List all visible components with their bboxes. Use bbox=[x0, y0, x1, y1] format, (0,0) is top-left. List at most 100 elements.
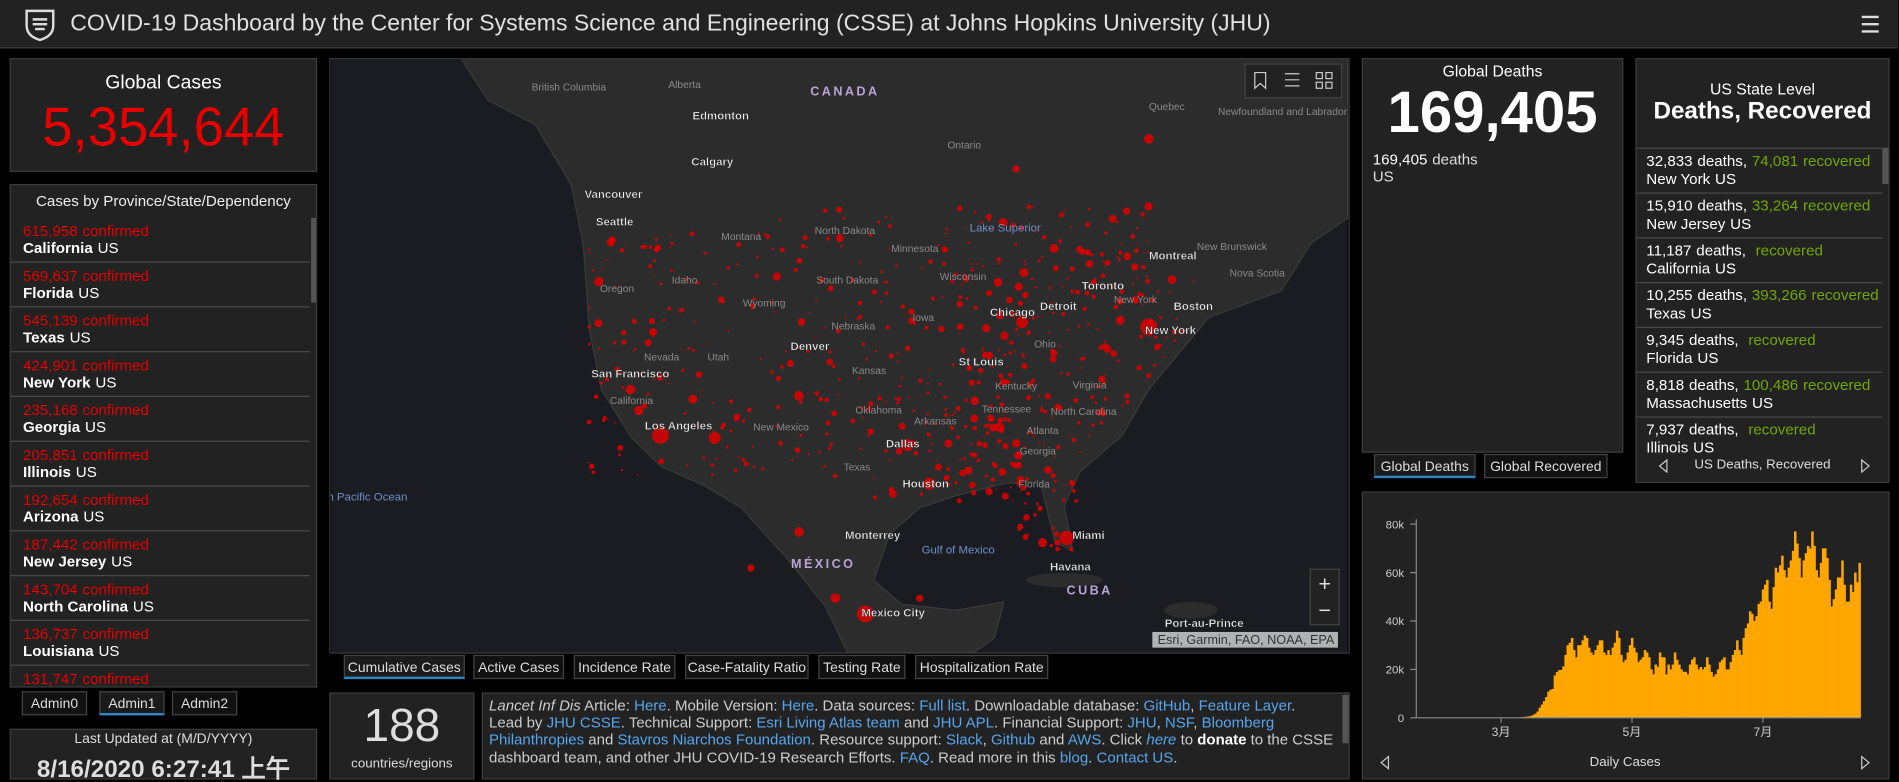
state-row[interactable]: 11,187 deaths, recovered California US bbox=[1636, 238, 1883, 284]
info-link[interactable]: JHU CSSE bbox=[546, 714, 621, 732]
map-dot bbox=[900, 376, 903, 380]
deaths-tab[interactable]: Global Deaths bbox=[1373, 453, 1476, 479]
map-dot bbox=[837, 378, 841, 381]
map-dot bbox=[973, 305, 978, 310]
admin-tab[interactable]: Admin0 bbox=[21, 691, 88, 716]
map-dot bbox=[1052, 488, 1056, 492]
map-label: Wyoming bbox=[743, 298, 786, 309]
map-dot bbox=[1098, 345, 1104, 350]
map-tab[interactable]: Testing Rate bbox=[818, 654, 906, 680]
state-row[interactable]: 10,255 deaths, 393,266 recovered Texas US bbox=[1636, 283, 1883, 329]
info-link[interactable]: FAQ bbox=[899, 748, 930, 766]
bar bbox=[1557, 670, 1561, 718]
province-row[interactable]: 136,737 confirmed Louisiana US bbox=[10, 621, 310, 666]
state-row[interactable]: 9,345 deaths, recovered Florida US bbox=[1636, 328, 1883, 373]
province-row[interactable]: 192,654 confirmed Arizona US bbox=[10, 487, 310, 532]
map-tab[interactable]: Cumulative Cases bbox=[343, 654, 465, 680]
province-row[interactable]: 187,442 confirmed New Jersey US bbox=[10, 531, 310, 577]
province-row[interactable]: 235,168 confirmed Georgia US bbox=[10, 397, 310, 442]
map-dot bbox=[985, 351, 994, 360]
map-dot bbox=[1140, 303, 1143, 306]
bar bbox=[1637, 662, 1640, 718]
map-dot bbox=[1150, 297, 1156, 303]
info-link[interactable]: Here bbox=[781, 697, 815, 715]
bar bbox=[1847, 601, 1851, 718]
map-dot bbox=[908, 308, 915, 315]
bar bbox=[1776, 572, 1780, 718]
map-label: Ontario bbox=[947, 141, 981, 152]
map-dot bbox=[1013, 350, 1016, 353]
map-tools[interactable] bbox=[1254, 71, 1333, 90]
province-row[interactable]: 205,851 confirmed Illinois US bbox=[10, 442, 310, 487]
state-row[interactable]: 15,910 deaths, 33,264 recovered New Jersey US bbox=[1636, 194, 1883, 239]
info-link[interactable]: here bbox=[1146, 731, 1177, 749]
map-dot bbox=[956, 300, 963, 308]
info-link[interactable]: Github bbox=[991, 731, 1036, 749]
info-link[interactable]: NSF bbox=[1164, 714, 1194, 732]
map[interactable]: CANADA Alberta British Columbia Edmonton Cal… bbox=[329, 58, 1350, 654]
scrollbar[interactable] bbox=[311, 217, 316, 303]
info-link[interactable]: JHU bbox=[1127, 714, 1157, 732]
map-dot bbox=[612, 341, 617, 345]
admin-tab[interactable]: Admin1 bbox=[99, 691, 165, 716]
info-link[interactable]: GitHub bbox=[1143, 697, 1191, 715]
state-row[interactable]: 8,818 deaths, 100,486 recovered Massachusett… bbox=[1636, 373, 1883, 418]
scrollbar[interactable] bbox=[1882, 147, 1889, 184]
prev-arrow[interactable] bbox=[1658, 458, 1668, 474]
map-tab[interactable]: Hospitalization Rate bbox=[915, 654, 1049, 680]
map-dot bbox=[694, 424, 697, 427]
map-dot bbox=[1002, 417, 1008, 422]
province-row[interactable]: 545,139 confirmed Texas US bbox=[10, 307, 310, 353]
info-link[interactable]: Contact US bbox=[1096, 748, 1174, 766]
prev-arrow[interactable] bbox=[1380, 755, 1390, 770]
admin-tab[interactable]: Admin2 bbox=[171, 691, 238, 716]
map-dot bbox=[1119, 289, 1125, 294]
province-row[interactable]: 143,704 confirmed North Carolina US bbox=[10, 576, 310, 621]
deaths-tab[interactable]: Global Recovered bbox=[1484, 453, 1608, 479]
map-dot bbox=[826, 236, 830, 241]
zoom-out[interactable]: − bbox=[1318, 597, 1331, 622]
map-dot bbox=[1146, 240, 1149, 243]
province-row[interactable]: 131,747 confirmed bbox=[11, 666, 310, 687]
info-link[interactable]: Here bbox=[634, 697, 667, 715]
map-label: Chicago bbox=[990, 307, 1035, 319]
state-row[interactable]: 7,937 deaths, recovered Illinois US bbox=[1637, 418, 1883, 454]
province-row[interactable]: 615,958 confirmed California US bbox=[10, 218, 310, 263]
map-dot bbox=[921, 267, 924, 270]
province-row[interactable]: 424,901 confirmed New York US bbox=[10, 352, 310, 398]
state-row[interactable]: 32,833 deaths, 74,081 recovered New York US bbox=[1636, 149, 1883, 194]
info-link[interactable]: Full list bbox=[919, 697, 966, 715]
map-dot bbox=[985, 213, 992, 220]
info-link[interactable]: Feature Layer bbox=[1198, 697, 1292, 715]
map-dot bbox=[1169, 291, 1172, 294]
map-dot bbox=[928, 449, 932, 453]
info-link[interactable]: Bloomberg Philanthropies bbox=[489, 714, 1275, 749]
map-dot bbox=[930, 296, 936, 301]
info-link[interactable]: blog bbox=[1059, 748, 1089, 766]
map-tab[interactable]: Case-Fatality Ratio bbox=[685, 654, 809, 680]
zoom-in[interactable]: + bbox=[1318, 571, 1331, 596]
info-link[interactable]: JHU APL bbox=[933, 714, 995, 732]
next-arrow[interactable] bbox=[1861, 458, 1871, 474]
info-link[interactable]: AWS bbox=[1067, 731, 1102, 749]
map-dot bbox=[1049, 543, 1053, 548]
info-link[interactable]: Stavros Niarchos Foundation bbox=[617, 731, 811, 749]
map-dot bbox=[733, 416, 739, 422]
map-dot bbox=[989, 404, 993, 409]
map-dot bbox=[1042, 444, 1045, 446]
scrollbar[interactable] bbox=[1342, 694, 1349, 744]
map-tab[interactable]: Active Cases bbox=[473, 654, 565, 680]
map-dot bbox=[587, 325, 591, 329]
map-dot bbox=[1042, 234, 1047, 240]
info-link[interactable]: Esri Living Atlas team bbox=[756, 714, 900, 732]
case-count: 136,737 bbox=[22, 625, 78, 643]
next-arrow[interactable] bbox=[1861, 755, 1870, 770]
map-dot bbox=[814, 391, 820, 396]
bar bbox=[1753, 620, 1756, 718]
bar bbox=[1772, 587, 1776, 718]
place-line: New Jersey US bbox=[23, 553, 310, 570]
menu-button[interactable] bbox=[1861, 15, 1880, 34]
province-row[interactable]: 569,637 confirmed Florida US bbox=[10, 263, 310, 308]
map-tab[interactable]: Incidence Rate bbox=[573, 654, 676, 680]
info-link[interactable]: Slack bbox=[945, 731, 983, 749]
